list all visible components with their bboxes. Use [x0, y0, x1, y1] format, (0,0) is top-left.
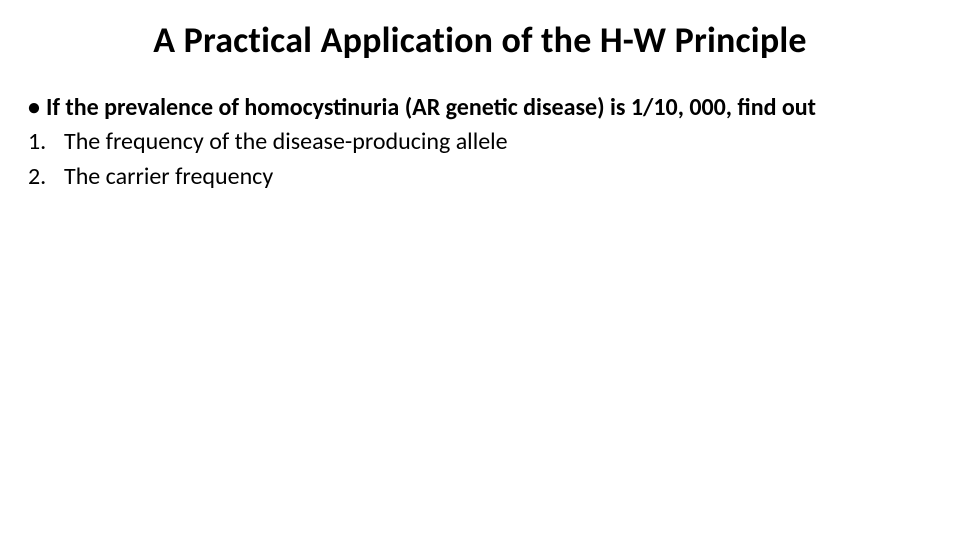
slide-body: • If the prevalence of homocystinuria (A…: [28, 92, 932, 193]
bullet-row: • If the prevalence of homocystinuria (A…: [28, 92, 932, 124]
slide-title: A Practical Application of the H-W Princ…: [0, 18, 960, 62]
bullet-marker: •: [28, 92, 46, 124]
list-text: The frequency of the disease-producing a…: [64, 126, 508, 158]
slide: A Practical Application of the H-W Princ…: [0, 0, 960, 540]
list-number: 1.: [28, 126, 64, 158]
bullet-text: If the prevalence of homocystinuria (AR …: [46, 92, 816, 124]
list-text: The carrier frequency: [64, 161, 273, 193]
list-number: 2.: [28, 161, 64, 193]
list-item: 1. The frequency of the disease-producin…: [28, 126, 932, 158]
list-item: 2. The carrier frequency: [28, 161, 932, 193]
